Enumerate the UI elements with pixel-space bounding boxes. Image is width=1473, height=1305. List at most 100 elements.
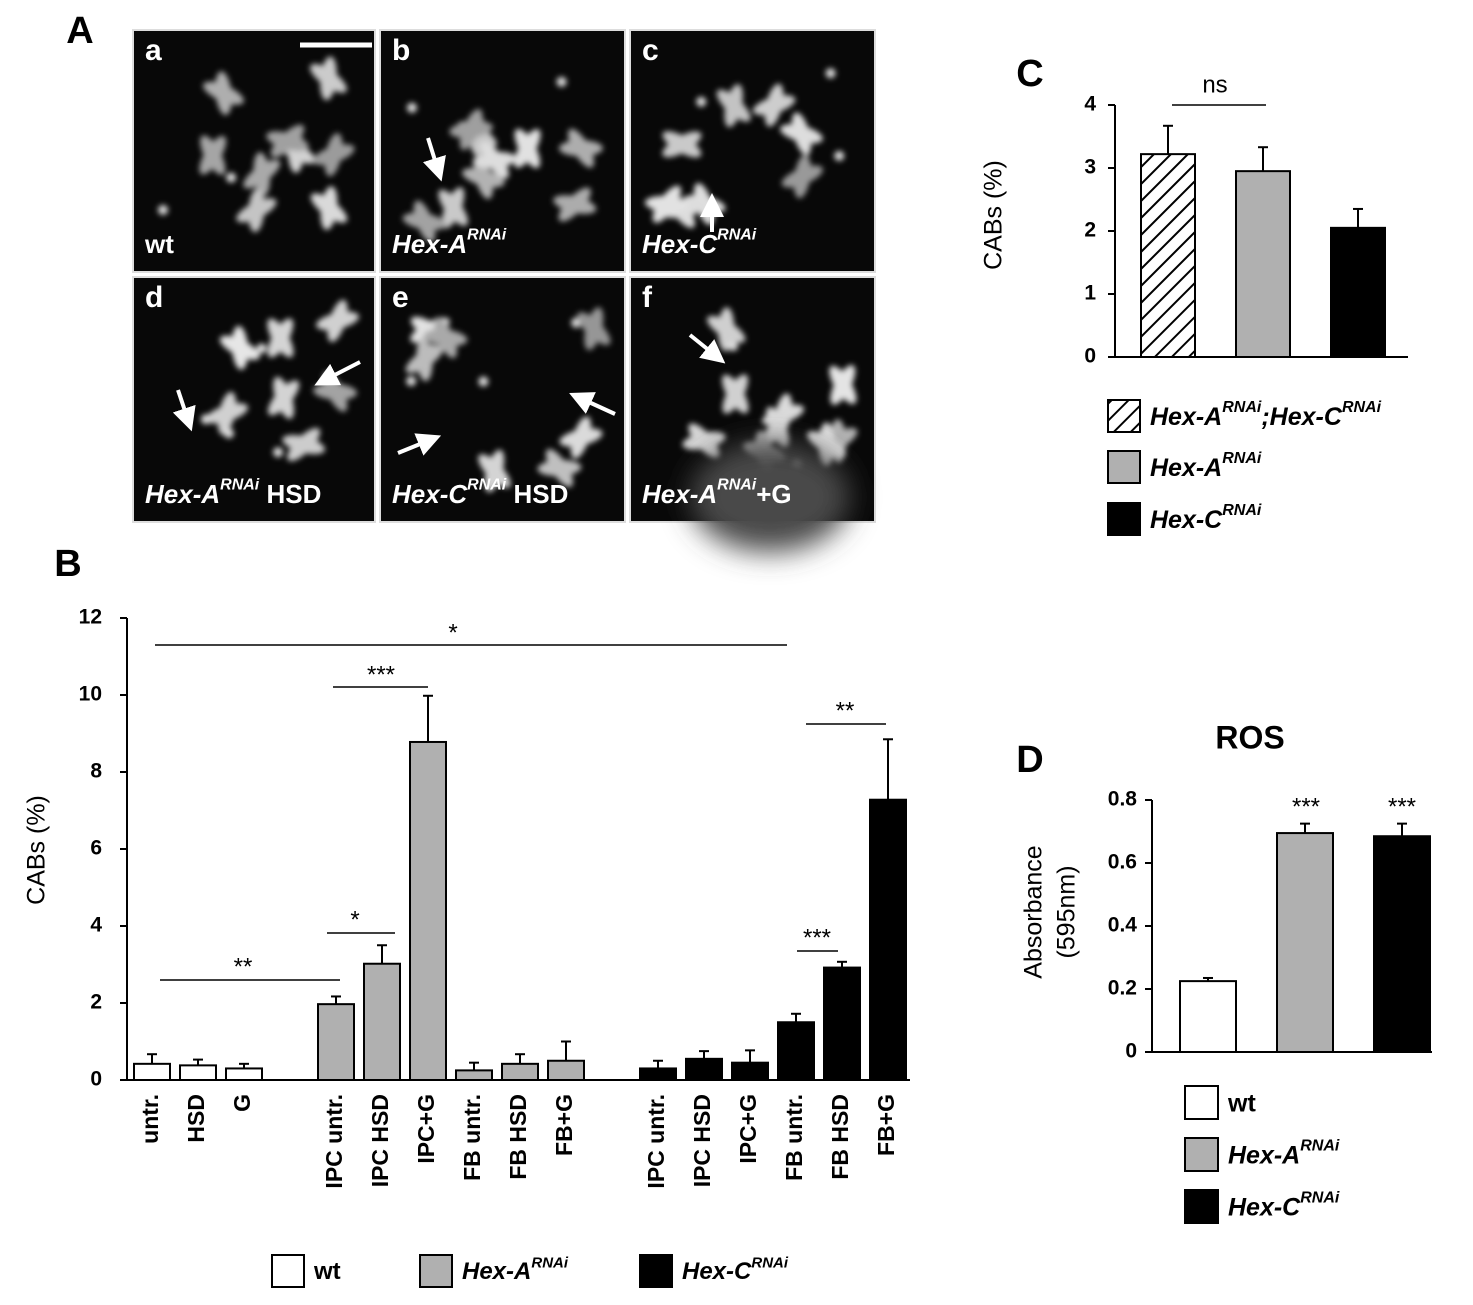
- chromosomes: [682, 307, 858, 475]
- x-tick-label: FB HSD: [827, 1094, 853, 1180]
- chromosome: [438, 189, 468, 226]
- chromosome: [203, 81, 244, 105]
- chromosome: [158, 204, 169, 215]
- legend-swatch: [419, 1254, 453, 1288]
- bar: [225, 1067, 263, 1081]
- y-axis-label: Absorbance: [1020, 845, 1048, 978]
- chromosome: [406, 102, 417, 113]
- chromosome: [313, 383, 358, 400]
- chromosome: [707, 315, 746, 343]
- x-tick-label: FB+G: [551, 1094, 577, 1156]
- chromosome: [462, 168, 505, 188]
- legend-swatch: [1184, 1085, 1219, 1120]
- chromosome: [652, 185, 682, 223]
- x-tick-label: IPC HSD: [367, 1094, 393, 1187]
- arrow: [422, 137, 446, 182]
- chromosome: [223, 428, 234, 439]
- y-tick-label: 0.2: [1108, 977, 1137, 1000]
- label-run: ;Hex-C: [1261, 403, 1343, 431]
- y-tick-label: 0: [1084, 345, 1096, 368]
- micrograph-label: Hex-CRNAi: [642, 227, 757, 259]
- bar: [1179, 980, 1237, 1053]
- bar: [1373, 835, 1431, 1053]
- micrograph-letter: f: [642, 281, 653, 314]
- label-run: +G: [756, 479, 791, 509]
- significance-label: ***: [803, 924, 831, 951]
- panel-letter: A: [66, 10, 93, 52]
- bar: [1276, 832, 1334, 1054]
- y-tick-label: 2: [1084, 219, 1096, 242]
- label-run: HSD: [259, 479, 321, 509]
- y-tick-label: 0: [1125, 1040, 1137, 1063]
- chromosome: [537, 459, 582, 477]
- micrograph-label: Hex-ARNAi+G: [642, 477, 792, 509]
- chromosome: [577, 312, 611, 346]
- chromosome: [728, 341, 739, 352]
- y-axis-label: CABs (%): [980, 160, 1008, 270]
- arrow: [314, 360, 361, 386]
- y-axis-label: CABs (%): [23, 795, 51, 905]
- label-run: RNAi: [1222, 502, 1262, 519]
- bar: [179, 1064, 217, 1081]
- chromosome: [558, 187, 591, 222]
- legend-swatch: [1107, 399, 1141, 433]
- significance-label: **: [234, 953, 253, 980]
- x-tick-label: G: [229, 1094, 255, 1112]
- significance-label: ***: [1292, 793, 1320, 820]
- bar: [777, 1021, 815, 1081]
- label-run: RNAi: [717, 477, 757, 494]
- label-run: wt: [144, 229, 174, 259]
- chromosome: [270, 124, 305, 158]
- micrograph-letter: b: [392, 34, 410, 67]
- x-tick-label: IPC untr.: [321, 1094, 347, 1189]
- legend-swatch: [1184, 1137, 1219, 1172]
- bar: [685, 1057, 723, 1081]
- bar: [823, 966, 861, 1082]
- chromosome: [310, 193, 348, 223]
- y-tick-label: 6: [90, 837, 102, 860]
- label-run: Hex-A: [1150, 403, 1222, 431]
- chromosome: [256, 343, 267, 354]
- chromosome: [806, 431, 846, 458]
- y-tick-label: 8: [90, 760, 102, 783]
- y-tick-label: 10: [79, 683, 102, 706]
- chromosome: [200, 414, 211, 425]
- chromosome: [570, 416, 592, 459]
- bar: [363, 962, 401, 1081]
- legend-swatch: [1184, 1189, 1219, 1224]
- chart-title: ROS: [1215, 719, 1284, 755]
- label-run: Hex-C: [1228, 1193, 1301, 1221]
- chromosome: [402, 212, 447, 231]
- chromosome: [722, 374, 749, 414]
- chromosome: [267, 318, 294, 358]
- y-tick-label: 4: [90, 914, 102, 937]
- chromosome: [662, 131, 702, 158]
- legend-label: wt: [1227, 1089, 1256, 1117]
- x-tick-label: FB+G: [873, 1094, 899, 1156]
- bar: [547, 1059, 585, 1081]
- y-tick-label: 4: [1084, 93, 1096, 116]
- chromosome: [423, 329, 468, 347]
- micrograph-label: Hex-ARNAi: [392, 227, 507, 259]
- chromosome: [459, 109, 483, 150]
- micrograph-label: wt: [144, 229, 174, 259]
- y-tick-label: 2: [90, 991, 102, 1014]
- chromosome: [309, 63, 347, 93]
- micrograph-label: Hex-ARNAi HSD: [145, 477, 321, 509]
- label-run: RNAi: [1300, 1138, 1340, 1155]
- chromosomes: [402, 76, 604, 243]
- label-run: Hex-A: [392, 229, 467, 259]
- y-axis-label: (595nm): [1053, 865, 1081, 958]
- chromosome: [273, 376, 294, 419]
- label-run: RNAi: [1342, 399, 1382, 416]
- chromosome: [217, 391, 237, 435]
- label-run: Hex-C: [642, 229, 718, 259]
- legend-label: Hex-ARNAi: [462, 1254, 569, 1285]
- label-run: RNAi: [467, 477, 507, 494]
- chromosome: [226, 172, 237, 183]
- chromosomes: [200, 299, 360, 462]
- significance-label: *: [448, 619, 457, 646]
- x-tick-label: FB untr.: [459, 1094, 485, 1181]
- x-tick-label: IPC untr.: [643, 1094, 669, 1189]
- y-tick-label: 0.6: [1108, 851, 1137, 874]
